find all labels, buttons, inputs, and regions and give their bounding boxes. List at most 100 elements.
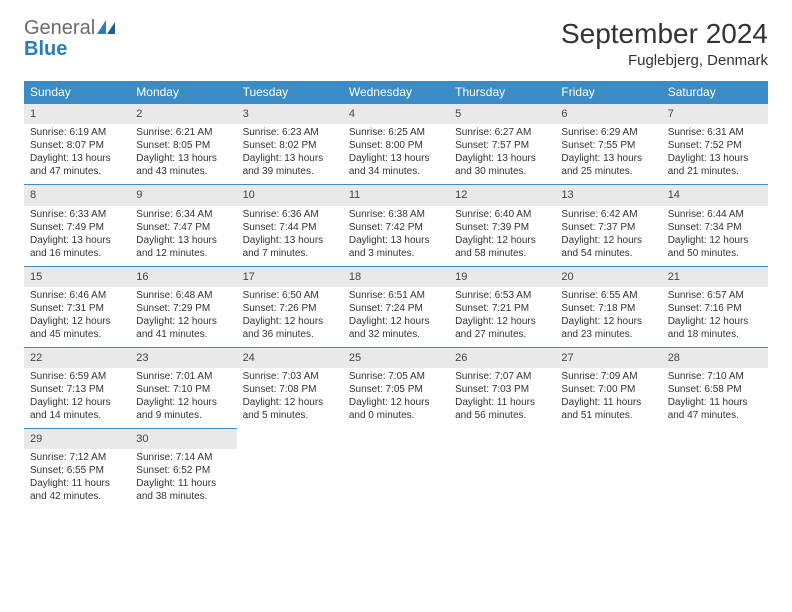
daylight-text: Daylight: 12 hours and 23 minutes. bbox=[561, 315, 655, 341]
weekday-header: Wednesday bbox=[343, 81, 449, 104]
logo-general: General bbox=[24, 17, 95, 39]
day-content-cell: Sunrise: 6:48 AMSunset: 7:29 PMDaylight:… bbox=[130, 287, 236, 348]
sunset-text: Sunset: 7:39 PM bbox=[455, 221, 549, 234]
day-number-cell bbox=[449, 429, 555, 450]
day-content-cell: Sunrise: 6:55 AMSunset: 7:18 PMDaylight:… bbox=[555, 287, 661, 348]
sunrise-text: Sunrise: 6:40 AM bbox=[455, 208, 549, 221]
daylight-text: Daylight: 13 hours and 39 minutes. bbox=[243, 152, 337, 178]
day-number-cell: 30 bbox=[130, 429, 236, 450]
day-content-cell: Sunrise: 7:03 AMSunset: 7:08 PMDaylight:… bbox=[237, 368, 343, 429]
daylight-text: Daylight: 13 hours and 21 minutes. bbox=[668, 152, 762, 178]
daynum-row: 15161718192021 bbox=[24, 266, 768, 287]
day-content-cell: Sunrise: 6:53 AMSunset: 7:21 PMDaylight:… bbox=[449, 287, 555, 348]
logo-blue: Blue bbox=[24, 38, 67, 60]
sunset-text: Sunset: 8:07 PM bbox=[30, 139, 124, 152]
month-title: September 2024 bbox=[561, 18, 768, 50]
sunrise-text: Sunrise: 6:19 AM bbox=[30, 126, 124, 139]
sunrise-text: Sunrise: 6:34 AM bbox=[136, 208, 230, 221]
daylight-text: Daylight: 13 hours and 43 minutes. bbox=[136, 152, 230, 178]
day-number-cell: 25 bbox=[343, 347, 449, 368]
day-number-cell: 16 bbox=[130, 266, 236, 287]
sunrise-text: Sunrise: 6:38 AM bbox=[349, 208, 443, 221]
sunset-text: Sunset: 7:03 PM bbox=[455, 383, 549, 396]
day-content-cell: Sunrise: 6:21 AMSunset: 8:05 PMDaylight:… bbox=[130, 124, 236, 185]
daynum-row: 1234567 bbox=[24, 104, 768, 125]
sunset-text: Sunset: 7:18 PM bbox=[561, 302, 655, 315]
sunrise-text: Sunrise: 6:59 AM bbox=[30, 370, 124, 383]
daylight-text: Daylight: 12 hours and 18 minutes. bbox=[668, 315, 762, 341]
day-content-cell: Sunrise: 7:01 AMSunset: 7:10 PMDaylight:… bbox=[130, 368, 236, 429]
sunrise-text: Sunrise: 6:48 AM bbox=[136, 289, 230, 302]
sunset-text: Sunset: 7:44 PM bbox=[243, 221, 337, 234]
daynum-row: 22232425262728 bbox=[24, 347, 768, 368]
day-content-cell: Sunrise: 6:46 AMSunset: 7:31 PMDaylight:… bbox=[24, 287, 130, 348]
day-content-cell: Sunrise: 6:57 AMSunset: 7:16 PMDaylight:… bbox=[662, 287, 768, 348]
sunrise-text: Sunrise: 6:31 AM bbox=[668, 126, 762, 139]
day-content-cell: Sunrise: 6:51 AMSunset: 7:24 PMDaylight:… bbox=[343, 287, 449, 348]
sunrise-text: Sunrise: 6:51 AM bbox=[349, 289, 443, 302]
weekday-header: Tuesday bbox=[237, 81, 343, 104]
sunset-text: Sunset: 7:29 PM bbox=[136, 302, 230, 315]
day-number-cell: 17 bbox=[237, 266, 343, 287]
weekday-header: Saturday bbox=[662, 81, 768, 104]
weekday-header: Friday bbox=[555, 81, 661, 104]
day-number-cell: 4 bbox=[343, 104, 449, 125]
daylight-text: Daylight: 13 hours and 7 minutes. bbox=[243, 234, 337, 260]
day-content-cell: Sunrise: 7:10 AMSunset: 6:58 PMDaylight:… bbox=[662, 368, 768, 429]
day-content-cell: Sunrise: 6:23 AMSunset: 8:02 PMDaylight:… bbox=[237, 124, 343, 185]
daylight-text: Daylight: 12 hours and 32 minutes. bbox=[349, 315, 443, 341]
day-content-cell: Sunrise: 6:29 AMSunset: 7:55 PMDaylight:… bbox=[555, 124, 661, 185]
content-row: Sunrise: 6:19 AMSunset: 8:07 PM Daylight:… bbox=[24, 124, 768, 185]
day-number-cell: 9 bbox=[130, 185, 236, 206]
day-content-cell bbox=[449, 449, 555, 509]
daylight-text: Daylight: 13 hours and 12 minutes. bbox=[136, 234, 230, 260]
day-number-cell: 18 bbox=[343, 266, 449, 287]
content-row: Sunrise: 7:12 AMSunset: 6:55 PMDaylight:… bbox=[24, 449, 768, 509]
location: Fuglebjerg, Denmark bbox=[561, 52, 768, 69]
day-content-cell: Sunrise: 6:33 AMSunset: 7:49 PMDaylight:… bbox=[24, 206, 130, 267]
sunset-text: Sunset: 7:16 PM bbox=[668, 302, 762, 315]
weekday-header: Monday bbox=[130, 81, 236, 104]
day-content-cell: Sunrise: 6:42 AMSunset: 7:37 PMDaylight:… bbox=[555, 206, 661, 267]
day-number-cell: 22 bbox=[24, 347, 130, 368]
daylight-text: Daylight: 13 hours and 30 minutes. bbox=[455, 152, 549, 178]
content-row: Sunrise: 6:46 AMSunset: 7:31 PMDaylight:… bbox=[24, 287, 768, 348]
sunset-text: Sunset: 7:26 PM bbox=[243, 302, 337, 315]
day-content-cell bbox=[343, 449, 449, 509]
daylight-text: Daylight: 12 hours and 9 minutes. bbox=[136, 396, 230, 422]
sunset-text: Sunset: 7:52 PM bbox=[668, 139, 762, 152]
sunset-text: Sunset: 8:02 PM bbox=[243, 139, 337, 152]
daylight-text: Daylight: 11 hours and 42 minutes. bbox=[30, 477, 124, 503]
sunset-text: Sunset: 7:24 PM bbox=[349, 302, 443, 315]
daylight-text: Daylight: 13 hours and 25 minutes. bbox=[561, 152, 655, 178]
day-content-cell: Sunrise: 7:12 AMSunset: 6:55 PMDaylight:… bbox=[24, 449, 130, 509]
day-number-cell: 6 bbox=[555, 104, 661, 125]
day-content-cell: Sunrise: 6:27 AMSunset: 7:57 PMDaylight:… bbox=[449, 124, 555, 185]
day-number-cell: 29 bbox=[24, 429, 130, 450]
sunset-text: Sunset: 7:21 PM bbox=[455, 302, 549, 315]
day-content-cell: Sunrise: 7:14 AMSunset: 6:52 PMDaylight:… bbox=[130, 449, 236, 509]
day-content-cell: Sunrise: 7:07 AMSunset: 7:03 PMDaylight:… bbox=[449, 368, 555, 429]
day-content-cell: Sunrise: 6:38 AMSunset: 7:42 PMDaylight:… bbox=[343, 206, 449, 267]
sunrise-text: Sunrise: 6:55 AM bbox=[561, 289, 655, 302]
day-number-cell: 14 bbox=[662, 185, 768, 206]
sunset-text: Sunset: 8:00 PM bbox=[349, 139, 443, 152]
sunset-text: Sunset: 7:55 PM bbox=[561, 139, 655, 152]
day-number-cell: 10 bbox=[237, 185, 343, 206]
sunrise-text: Sunrise: 7:03 AM bbox=[243, 370, 337, 383]
sunset-text: Sunset: 7:47 PM bbox=[136, 221, 230, 234]
sunrise-text: Sunrise: 6:21 AM bbox=[136, 126, 230, 139]
daylight-text: Daylight: 12 hours and 45 minutes. bbox=[30, 315, 124, 341]
daylight-text: Daylight: 12 hours and 58 minutes. bbox=[455, 234, 549, 260]
day-number-cell: 21 bbox=[662, 266, 768, 287]
daylight-text: Daylight: 12 hours and 5 minutes. bbox=[243, 396, 337, 422]
sunrise-text: Sunrise: 6:53 AM bbox=[455, 289, 549, 302]
day-content-cell: Sunrise: 6:34 AMSunset: 7:47 PMDaylight:… bbox=[130, 206, 236, 267]
calendar-table: Sunday Monday Tuesday Wednesday Thursday… bbox=[24, 81, 768, 509]
sunrise-text: Sunrise: 6:25 AM bbox=[349, 126, 443, 139]
day-number-cell: 13 bbox=[555, 185, 661, 206]
day-content-cell bbox=[237, 449, 343, 509]
day-number-cell: 20 bbox=[555, 266, 661, 287]
daynum-row: 2930 bbox=[24, 429, 768, 450]
day-number-cell bbox=[343, 429, 449, 450]
